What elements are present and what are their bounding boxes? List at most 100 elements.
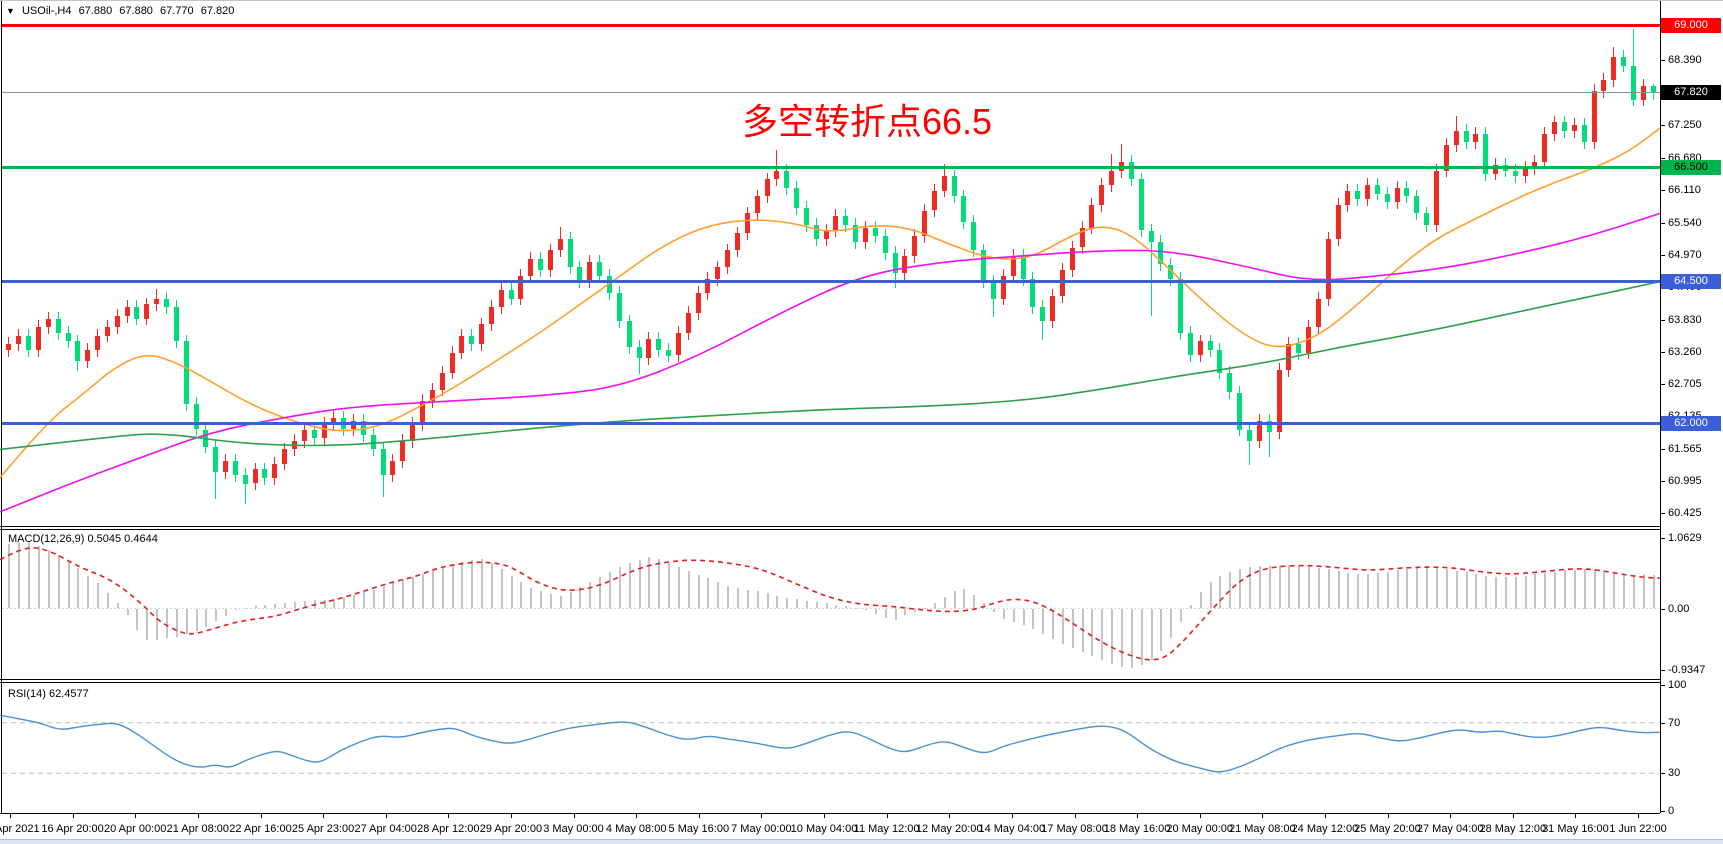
macd-histogram-bar xyxy=(599,577,602,609)
rsi-label: RSI(14) 62.4577 xyxy=(8,688,89,700)
macd-histogram-bar xyxy=(992,608,995,613)
macd-histogram-bar xyxy=(421,574,424,609)
time-axis-tick xyxy=(135,814,137,818)
macd-histogram-bar xyxy=(431,571,434,609)
candle-body xyxy=(1050,295,1055,322)
ma-fast-orange-line xyxy=(0,127,1661,479)
candle-body xyxy=(1010,256,1016,276)
candle-body xyxy=(1443,145,1449,171)
symbol-dropdown-icon[interactable]: ▼ xyxy=(6,6,15,16)
price-badge-66.500: 66.500 xyxy=(1661,160,1721,176)
panel-separator xyxy=(0,529,1660,530)
price-hline-69[interactable] xyxy=(2,24,1660,28)
time-axis-tick xyxy=(1512,814,1514,818)
time-axis-label: 15 Apr 2021 xyxy=(0,823,40,835)
candle-body xyxy=(45,318,51,328)
rsi-panel[interactable] xyxy=(0,683,1660,813)
price-hline-62[interactable] xyxy=(2,422,1660,426)
candle-body xyxy=(813,224,819,239)
candle-body xyxy=(725,250,731,268)
rsi-axis-tick xyxy=(1661,773,1665,775)
time-axis-label: 21 May 08:00 xyxy=(1228,823,1296,835)
macd-histogram-bar xyxy=(510,575,513,609)
candle-body xyxy=(931,190,937,211)
main-chart-panel[interactable] xyxy=(0,1,1660,526)
candle-body xyxy=(695,293,701,313)
time-axis-label: 3 May 00:00 xyxy=(543,823,604,835)
time-axis-label: 21 Apr 08:00 xyxy=(166,823,229,835)
candle-body xyxy=(636,347,642,359)
candle-body xyxy=(1581,125,1587,143)
macd-histogram-bar xyxy=(1209,581,1212,609)
chart-annotation-text: 多空转折点66.5 xyxy=(742,101,993,142)
macd-histogram-bar xyxy=(1347,572,1350,609)
time-axis-label: 11 May 12:00 xyxy=(853,823,920,835)
macd-histogram-bar xyxy=(1524,575,1527,609)
time-axis-label: 1 Jun 22:00 xyxy=(1609,823,1667,835)
macd-histogram-bar xyxy=(677,566,680,609)
macd-histogram-bar xyxy=(953,590,956,609)
macd-histogram-bar xyxy=(402,580,405,609)
time-axis-tick xyxy=(1199,814,1201,818)
macd-histogram-bar xyxy=(126,608,129,615)
time-axis-tick xyxy=(636,814,638,818)
time-axis-label: 10 May 04:00 xyxy=(790,823,858,835)
candle-body xyxy=(163,298,169,308)
panel-separator[interactable] xyxy=(0,679,1660,680)
time-axis-label: 20 Apr 00:00 xyxy=(103,823,167,835)
candle-body xyxy=(616,293,622,322)
candle-body xyxy=(1601,79,1607,92)
price-hline-66.5[interactable] xyxy=(2,166,1660,170)
macd-histogram-bar xyxy=(1357,573,1360,609)
candle-body xyxy=(75,341,81,362)
macd-histogram-bar xyxy=(579,587,582,609)
time-axis-label: 25 May 20:00 xyxy=(1354,823,1421,835)
candle-body xyxy=(1394,187,1400,202)
candle-body xyxy=(1374,185,1380,194)
macd-histogram-bar xyxy=(855,607,858,609)
candle-body xyxy=(1286,344,1292,370)
price-axis-tick xyxy=(1661,60,1665,62)
macd-histogram-bar xyxy=(18,541,21,609)
time-axis-label: 28 Apr 12:00 xyxy=(417,823,480,835)
macd-histogram-bar xyxy=(914,608,917,612)
macd-histogram-bar xyxy=(638,559,641,609)
candle-body xyxy=(981,250,987,282)
macd-panel[interactable] xyxy=(0,530,1660,679)
price-axis-tick xyxy=(1661,125,1665,127)
time-axis-label: 25 Apr 23:00 xyxy=(291,823,355,835)
macd-histogram-bar xyxy=(165,608,168,639)
candle-body xyxy=(538,258,544,271)
macd-histogram-bar xyxy=(687,571,690,609)
price-hline-64.5[interactable] xyxy=(2,280,1660,284)
candle-body xyxy=(735,233,740,251)
price-axis-tick xyxy=(1661,319,1665,321)
time-axis-tick xyxy=(573,814,575,818)
macd-histogram-bar xyxy=(658,559,661,609)
candle-body xyxy=(803,207,809,225)
macd-histogram-bar xyxy=(372,589,375,609)
macd-histogram-bar xyxy=(362,592,365,609)
rsi-axis-label: 30 xyxy=(1668,767,1681,780)
macd-histogram-bar xyxy=(1406,568,1409,609)
price-hline-67.82[interactable] xyxy=(2,92,1660,94)
price-axis-label: 65.540 xyxy=(1668,216,1702,229)
candle-body xyxy=(429,389,435,402)
candle-body xyxy=(114,315,120,328)
candle-body xyxy=(1463,130,1469,143)
macd-histogram-bar xyxy=(1248,567,1251,609)
candle-body xyxy=(577,267,583,282)
macd-histogram-bar xyxy=(1327,569,1330,609)
ma-slow-green-line xyxy=(0,280,1661,451)
candle-body xyxy=(518,275,524,299)
panel-separator[interactable] xyxy=(0,526,1660,527)
macd-histogram-bar xyxy=(924,608,926,610)
candle-body xyxy=(1148,230,1154,242)
macd-histogram-bar xyxy=(343,596,346,609)
time-axis-label: 28 May 12:00 xyxy=(1479,823,1547,835)
candle-wick xyxy=(1120,143,1122,178)
candle-body xyxy=(1197,341,1203,356)
price-axis-tick xyxy=(1661,383,1665,385)
